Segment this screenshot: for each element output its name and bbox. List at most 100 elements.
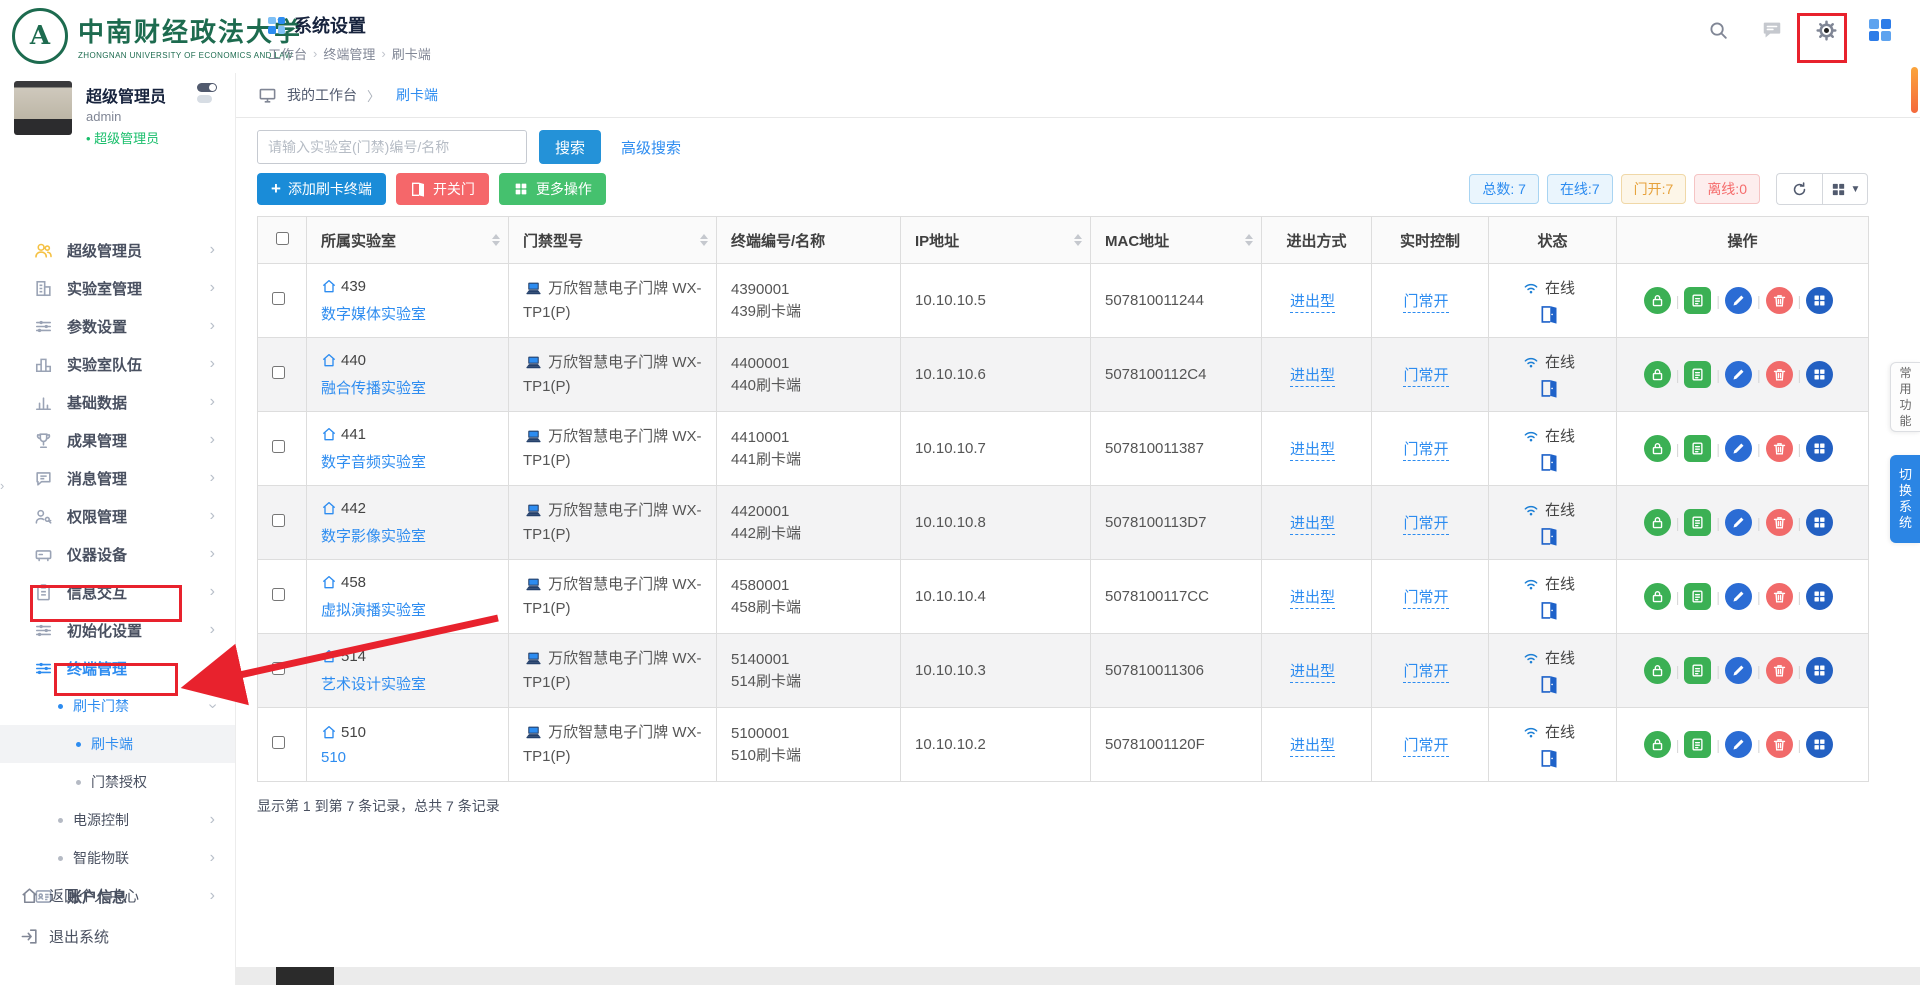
side-tab-switch-system[interactable]: 切 换 系 统 — [1890, 455, 1920, 543]
sidebar-item-10[interactable]: 初始化设置 › — [0, 611, 235, 649]
pencil-button[interactable] — [1725, 731, 1752, 758]
edit-doc-button[interactable] — [1684, 435, 1712, 462]
tab-my-workspace[interactable]: 我的工作台 — [287, 87, 357, 103]
pencil-button[interactable] — [1725, 509, 1752, 536]
stat-badge-0[interactable]: 总数: 7 — [1469, 174, 1539, 204]
lab-name-link[interactable]: 510 — [321, 748, 347, 766]
gear-icon[interactable] — [1814, 18, 1838, 42]
trash-button[interactable] — [1765, 435, 1793, 462]
search-button[interactable]: 搜索 — [539, 130, 601, 164]
lock-button[interactable] — [1643, 731, 1671, 758]
scrollbar-thumb[interactable] — [1911, 67, 1918, 113]
lab-name-link[interactable]: 数字媒体实验室 — [321, 305, 427, 323]
more-button[interactable] — [1806, 657, 1834, 684]
lock-button[interactable] — [1643, 287, 1671, 314]
sidebar-item-1[interactable]: 实验室管理 › — [0, 269, 235, 307]
pencil-button[interactable] — [1725, 583, 1752, 610]
trash-button[interactable] — [1765, 731, 1793, 758]
more-button[interactable] — [1806, 509, 1834, 536]
refresh-button[interactable] — [1776, 173, 1822, 205]
sidebar-item-0[interactable]: 超级管理员 › — [0, 231, 235, 269]
sidebar-item-12[interactable]: 刷卡门禁 › — [0, 687, 235, 725]
more-button[interactable] — [1806, 361, 1834, 388]
column-header-0[interactable]: 所属实验室 — [306, 216, 509, 264]
column-header-1[interactable]: 门禁型号 — [508, 216, 717, 264]
pencil-button[interactable] — [1725, 657, 1752, 684]
trash-button[interactable] — [1765, 657, 1793, 684]
row-checkbox[interactable] — [271, 736, 285, 749]
edit-doc-button[interactable] — [1684, 657, 1712, 684]
realtime-control-link[interactable]: 门常开 — [1403, 441, 1449, 461]
row-checkbox[interactable] — [271, 292, 285, 305]
avatar[interactable] — [14, 81, 72, 135]
side-tab-common-functions[interactable]: 常 用 功 能 — [1890, 362, 1920, 432]
more-button[interactable] — [1806, 731, 1834, 758]
pencil-button[interactable] — [1725, 287, 1752, 314]
realtime-control-link[interactable]: 门常开 — [1403, 737, 1449, 757]
lab-name-link[interactable]: 数字影像实验室 — [321, 527, 427, 545]
stat-badge-1[interactable]: 在线:7 — [1546, 174, 1613, 204]
column-header-4[interactable]: MAC地址 — [1090, 216, 1262, 264]
add-terminal-button[interactable]: + 添加刷卡终端 — [257, 173, 386, 205]
edit-doc-button[interactable] — [1684, 287, 1712, 314]
access-mode-link[interactable]: 进出型 — [1289, 367, 1335, 387]
stat-badge-2[interactable]: 门开:7 — [1620, 174, 1687, 204]
realtime-control-link[interactable]: 门常开 — [1403, 293, 1449, 313]
lock-button[interactable] — [1643, 657, 1671, 684]
access-mode-link[interactable]: 进出型 — [1289, 441, 1335, 461]
edit-doc-button[interactable] — [1684, 731, 1712, 758]
access-mode-link[interactable]: 进出型 — [1289, 737, 1335, 757]
edit-doc-button[interactable] — [1684, 583, 1712, 610]
logout-link[interactable]: 退出系统 — [0, 916, 235, 957]
column-header-3[interactable]: IP地址 — [900, 216, 1091, 264]
lock-button[interactable] — [1643, 509, 1671, 536]
pencil-button[interactable] — [1725, 435, 1752, 462]
sort-icon[interactable] — [1245, 234, 1253, 246]
more-button[interactable] — [1806, 287, 1834, 314]
realtime-control-link[interactable]: 门常开 — [1403, 367, 1449, 387]
sidebar-item-8[interactable]: 仪器设备 › — [0, 535, 235, 573]
trash-button[interactable] — [1765, 509, 1793, 536]
columns-button[interactable]: ▼ — [1822, 173, 1868, 205]
apps-icon[interactable] — [1868, 18, 1892, 42]
sidebar-item-7[interactable]: 权限管理 › — [0, 497, 235, 535]
sidebar-item-9[interactable]: 信息交互 › — [0, 573, 235, 611]
lab-name-link[interactable]: 虚拟演播实验室 — [321, 601, 427, 619]
sidebar-item-3[interactable]: 实验室队伍 › — [0, 345, 235, 383]
more-button[interactable] — [1806, 583, 1834, 610]
open-close-door-button[interactable]: 开关门 — [395, 173, 489, 205]
realtime-control-link[interactable]: 门常开 — [1403, 663, 1449, 683]
lock-button[interactable] — [1643, 361, 1671, 388]
access-mode-link[interactable]: 进出型 — [1289, 293, 1335, 313]
sidebar-collapse-handle[interactable]: › — [0, 478, 5, 493]
breadcrumb-item[interactable]: 工作台 — [268, 47, 308, 62]
sidebar-item-16[interactable]: 智能物联 › — [0, 839, 235, 877]
sidebar-item-6[interactable]: 消息管理 › — [0, 459, 235, 497]
sidebar-item-15[interactable]: 电源控制 › — [0, 801, 235, 839]
sidebar-item-11[interactable]: 终端管理 › — [0, 649, 235, 687]
sidebar-item-5[interactable]: 成果管理 › — [0, 421, 235, 459]
sort-icon[interactable] — [492, 234, 500, 246]
back-personal-center-link[interactable]: 返回个人中心 — [0, 875, 235, 916]
sort-icon[interactable] — [1074, 234, 1082, 246]
trash-button[interactable] — [1765, 361, 1793, 388]
row-checkbox[interactable] — [271, 662, 285, 675]
lab-name-link[interactable]: 数字音频实验室 — [321, 453, 427, 471]
sidebar-item-2[interactable]: 参数设置 › — [0, 307, 235, 345]
select-all-checkbox[interactable] — [275, 231, 289, 245]
row-checkbox[interactable] — [271, 366, 285, 379]
access-mode-link[interactable]: 进出型 — [1289, 663, 1335, 683]
sidebar-item-17[interactable]: 账户信息 › — [0, 877, 235, 915]
edit-doc-button[interactable] — [1684, 361, 1712, 388]
realtime-control-link[interactable]: 门常开 — [1403, 515, 1449, 535]
trash-button[interactable] — [1765, 583, 1793, 610]
sidebar-item-14[interactable]: 门禁授权 — [0, 763, 235, 801]
row-checkbox[interactable] — [271, 514, 285, 527]
tab-current-card-reader[interactable]: 刷卡端 — [396, 87, 439, 103]
access-mode-link[interactable]: 进出型 — [1289, 589, 1335, 609]
row-checkbox[interactable] — [271, 440, 285, 453]
more-button[interactable] — [1806, 435, 1834, 462]
sidebar-item-4[interactable]: 基础数据 › — [0, 383, 235, 421]
lock-button[interactable] — [1643, 583, 1671, 610]
access-mode-link[interactable]: 进出型 — [1289, 515, 1335, 535]
